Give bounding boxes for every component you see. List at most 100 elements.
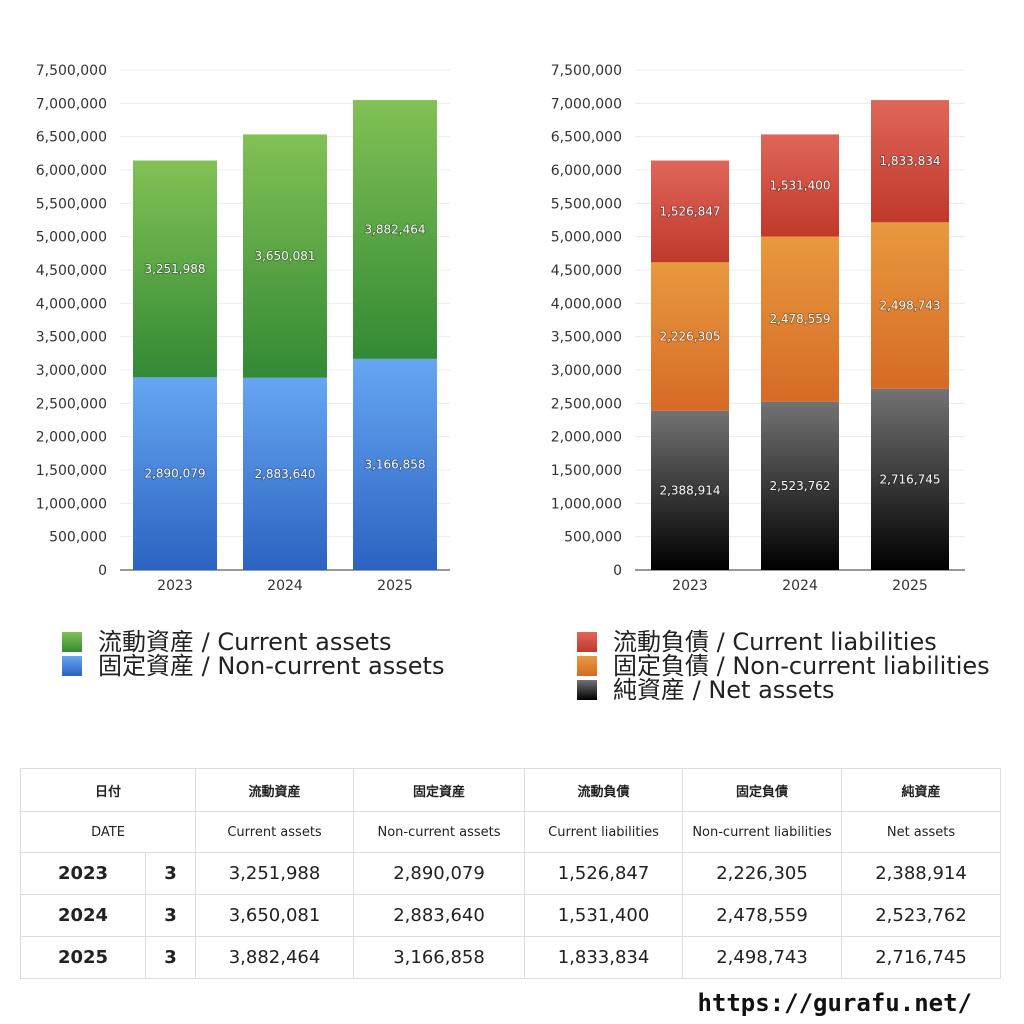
legend-item: 純資産 / Net assets — [577, 678, 990, 702]
data-label: 2,498,743 — [879, 299, 940, 313]
y-tick-label: 2,500,000 — [36, 396, 107, 412]
y-tick-label: 0 — [613, 563, 622, 579]
bar-current-liabilities-2023 — [651, 160, 729, 263]
header-current-liabilities-en: Current liabilities — [524, 811, 684, 853]
table-row: 2023 3 3,251,988 2,890,079 1,526,847 2,2… — [20, 852, 1002, 895]
legend-label: 固定資産 / Non-current assets — [98, 652, 445, 680]
bar-net-assets-2023 — [651, 410, 729, 570]
legend-label: 純資産 / Net assets — [613, 676, 835, 704]
y-tick-label: 7,000,000 — [36, 96, 107, 112]
cell-net-assets: 2,523,762 — [841, 894, 1002, 937]
y-tick-label: 6,000,000 — [36, 163, 107, 179]
table-header-en-row: DATE Current assets Non-current assets C… — [19, 811, 1002, 853]
bar-net-assets-2024 — [761, 401, 839, 570]
y-tick-label: 2,000,000 — [36, 430, 107, 446]
data-label: 2,478,559 — [769, 312, 830, 326]
cell-current-liabilities: 1,833,834 — [524, 936, 684, 979]
x-tick-label: 2025 — [377, 578, 413, 594]
bar-non-current-liabilities-2024 — [761, 236, 839, 402]
header-non-current-assets-ja: 固定資産 — [353, 768, 526, 812]
x-tick-label: 2025 — [892, 578, 928, 594]
bar-non-current-liabilities-2023 — [651, 262, 729, 411]
y-tick-label: 5,000,000 — [551, 230, 622, 246]
bar-net-assets-2025 — [871, 388, 949, 570]
bar-current-assets-2024 — [243, 134, 327, 378]
x-tick-label: 2023 — [672, 578, 708, 594]
y-tick-label: 2,500,000 — [551, 396, 622, 412]
y-tick-label: 7,500,000 — [36, 63, 107, 79]
charts-canvas: 0 500,000 1,000,000 1,500,000 2,000,000 2,500… — [36, 63, 965, 594]
bar-non-current-assets-2023 — [133, 377, 217, 570]
legend-item: 流動資産 / Current assets — [62, 630, 444, 654]
y-tick-label: 1,000,000 — [36, 496, 107, 512]
cell-non-current-assets: 2,883,640 — [353, 894, 526, 937]
y-tick-label: 2,000,000 — [551, 430, 622, 446]
cell-non-current-assets: 3,166,858 — [353, 936, 526, 979]
y-tick-label: 5,500,000 — [36, 196, 107, 212]
cell-current-assets: 3,650,081 — [195, 894, 355, 937]
cell-non-current-liabilities: 2,498,743 — [682, 936, 843, 979]
header-non-current-liabilities-ja: 固定負債 — [682, 768, 843, 812]
data-label: 3,882,464 — [364, 222, 425, 236]
x-tick-label: 2023 — [157, 578, 193, 594]
bar-current-liabilities-2025 — [871, 100, 949, 223]
y-tick-label: 6,500,000 — [36, 130, 107, 146]
legend-item: 固定資産 / Non-current assets — [62, 654, 444, 678]
bar-current-assets-2025 — [353, 100, 437, 359]
legend-swatch — [62, 632, 82, 652]
data-label: 1,531,400 — [769, 178, 830, 192]
cell-non-current-liabilities: 2,478,559 — [682, 894, 843, 937]
y-tick-label: 7,000,000 — [551, 96, 622, 112]
bar-current-liabilities-2024 — [761, 134, 839, 237]
y-tick-label: 4,500,000 — [551, 263, 622, 279]
header-net-assets-en: Net assets — [841, 811, 1002, 853]
data-label: 3,251,988 — [144, 262, 205, 276]
legend-label: 固定負債 / Non-current liabilities — [613, 652, 990, 680]
cell-current-assets: 3,882,464 — [195, 936, 355, 979]
cell-current-liabilities: 1,526,847 — [524, 852, 684, 895]
data-label: 1,526,847 — [659, 204, 720, 218]
row-year: 2023 — [20, 852, 146, 895]
bar-non-current-liabilities-2025 — [871, 222, 949, 389]
table-row: 2025 3 3,882,464 3,166,858 1,833,834 2,4… — [20, 936, 1002, 979]
y-tick-label: 3,500,000 — [36, 330, 107, 346]
data-label: 2,890,079 — [144, 467, 205, 481]
legend-label: 流動負債 / Current liabilities — [613, 628, 937, 656]
x-tick-label: 2024 — [267, 578, 303, 594]
cell-non-current-assets: 2,890,079 — [353, 852, 526, 895]
y-tick-label: 4,500,000 — [36, 263, 107, 279]
y-tick-label: 4,000,000 — [551, 296, 622, 312]
y-tick-label: 500,000 — [49, 530, 107, 546]
header-non-current-liabilities-en: Non-current liabilities — [682, 811, 843, 853]
y-tick-label: 6,500,000 — [551, 130, 622, 146]
cell-net-assets: 2,388,914 — [841, 852, 1002, 895]
site-url[interactable]: https://gurafu.net/ — [697, 989, 972, 1017]
cell-net-assets: 2,716,745 — [841, 936, 1002, 979]
row-year: 2025 — [20, 936, 146, 979]
y-tick-label: 7,500,000 — [551, 63, 622, 79]
table-header-ja-row: 日付 流動資産 固定資産 流動負債 固定負債 純資産 — [19, 768, 1002, 812]
legend-swatch — [577, 656, 597, 676]
y-tick-label: 3,000,000 — [36, 363, 107, 379]
bar-non-current-assets-2025 — [353, 358, 437, 570]
bar-current-assets-2023 — [133, 160, 217, 378]
bar-non-current-assets-2024 — [243, 377, 327, 570]
y-tick-label: 6,000,000 — [551, 163, 622, 179]
header-current-assets-ja: 流動資産 — [195, 768, 355, 812]
row-month: 3 — [144, 852, 197, 895]
data-label: 2,226,305 — [659, 330, 720, 344]
assets-legend: 流動資産 / Current assets 固定資産 / Non-current … — [62, 630, 444, 678]
y-tick-label: 1,500,000 — [551, 463, 622, 479]
cell-current-liabilities: 1,531,400 — [524, 894, 684, 937]
header-date-ja: 日付 — [19, 768, 197, 812]
y-tick-label: 3,000,000 — [551, 363, 622, 379]
data-label: 3,166,858 — [364, 457, 425, 471]
header-non-current-assets-en: Non-current assets — [353, 811, 526, 853]
legend-item: 固定負債 / Non-current liabilities — [577, 654, 990, 678]
data-label: 2,388,914 — [659, 483, 720, 497]
data-label: 2,883,640 — [254, 467, 315, 481]
table-row: 2024 3 3,650,081 2,883,640 1,531,400 2,4… — [20, 894, 1002, 937]
y-tick-label: 1,000,000 — [551, 496, 622, 512]
y-tick-label: 0 — [98, 563, 107, 579]
x-tick-label: 2024 — [782, 578, 818, 594]
